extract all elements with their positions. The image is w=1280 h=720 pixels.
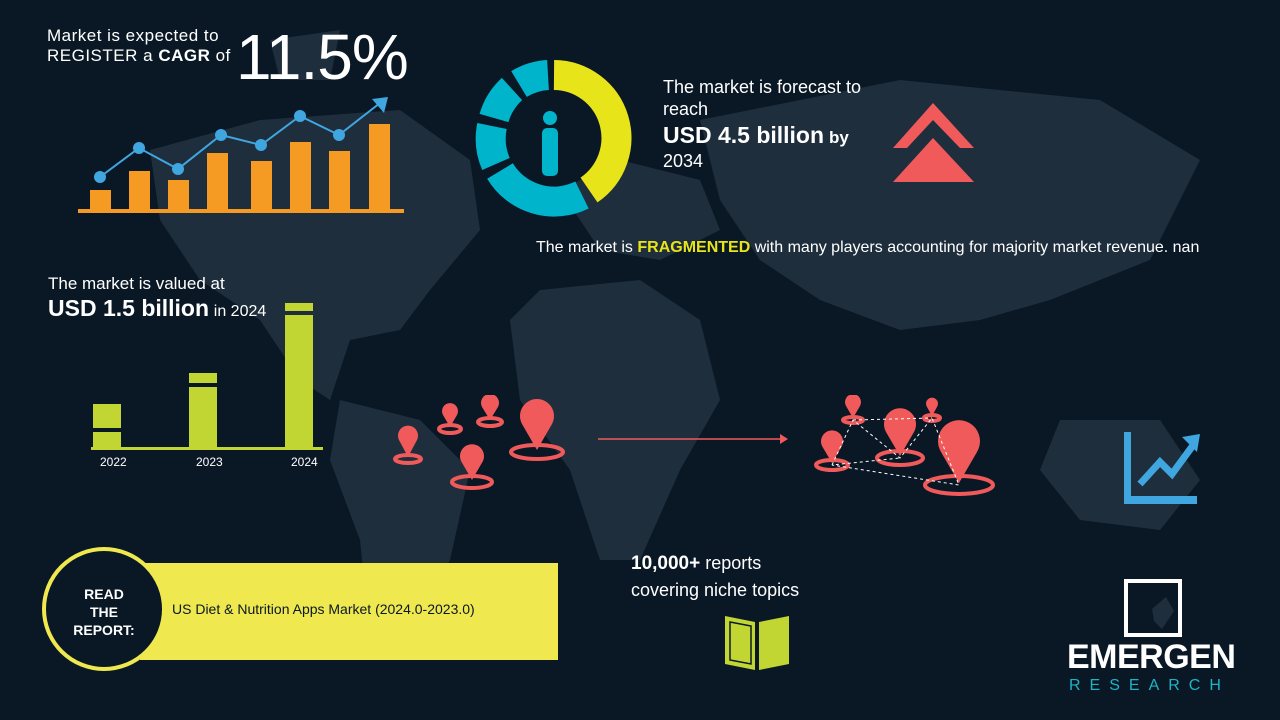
bar-2023 (189, 373, 217, 383)
reports-suffix: reports (700, 553, 762, 573)
growth-bar-chart-icon (78, 97, 404, 213)
reports-block: 10,000+ reports covering niche topics (631, 550, 799, 603)
value-bar-chart (91, 303, 323, 450)
trend-up-icon (1124, 432, 1200, 504)
logo-name: EMERGEN (1067, 638, 1236, 676)
cagr-label: CAGR (158, 46, 211, 65)
cagr-value: 11.5% (236, 21, 409, 93)
bar-2024 (285, 303, 313, 311)
read-report-label: READ THE REPORT: (42, 585, 166, 639)
label-line: THE (90, 604, 118, 620)
fragmented-statement: The market is FRAGMENTED with many playe… (536, 237, 1216, 258)
cagr-line1: Market is expected to (47, 26, 220, 45)
valued-block: The market is valued at USD 1.5 billion … (48, 274, 266, 322)
valued-suffix: in 2024 (213, 303, 267, 320)
valued-line1: The market is valued at (48, 274, 225, 293)
frag-suffix: with many players accounting for majorit… (750, 239, 1200, 256)
read-report-badge[interactable] (42, 547, 166, 671)
emergen-logo-icon (1124, 579, 1182, 637)
label-line: REPORT: (73, 622, 135, 638)
cagr-line2-suffix: of (210, 46, 231, 65)
read-report-banner[interactable] (140, 563, 558, 660)
frag-highlight: FRAGMENTED (637, 239, 751, 256)
valued-value: USD 1.5 billion (48, 295, 210, 321)
report-title-link[interactable]: US Diet & Nutrition Apps Market (2024.0-… (172, 601, 475, 617)
bar-2022 (93, 404, 121, 428)
year-label-2023: 2023 (196, 455, 223, 469)
year-label-2022: 2022 (100, 455, 127, 469)
forecast-value: USD 4.5 billion (663, 122, 825, 148)
reports-line2: covering niche topics (631, 580, 800, 600)
forecast-year: 2034 (663, 151, 704, 171)
forecast-line1: The market is forecast to reach (663, 77, 862, 119)
location-pins-icon (393, 395, 995, 496)
frag-prefix: The market is (536, 239, 638, 256)
label-line: READ (84, 586, 124, 602)
year-label-2024: 2024 (291, 455, 318, 469)
forecast-by: by (829, 128, 849, 147)
logo-sub: RESEARCH (1069, 677, 1230, 694)
reports-count: 10,000+ (631, 553, 701, 574)
donut-person-icon (475, 60, 632, 217)
cagr-description: Market is expected to REGISTER a CAGR of (47, 26, 231, 66)
double-chevron-up-icon (893, 103, 974, 182)
open-book-icon (725, 616, 789, 670)
cagr-line2-prefix: REGISTER a (47, 46, 159, 65)
forecast-block: The market is forecast to reach USD 4.5 … (663, 76, 903, 172)
